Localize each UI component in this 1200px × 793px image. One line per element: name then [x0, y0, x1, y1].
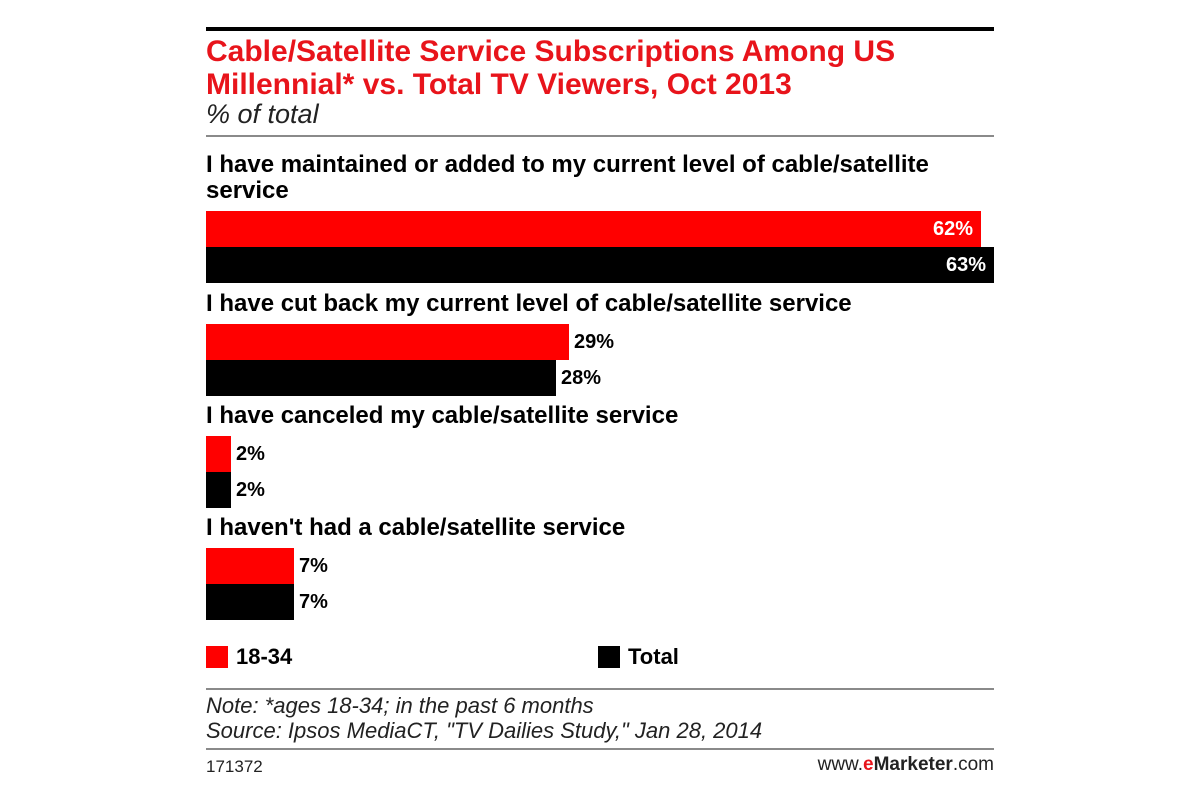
legend-item-18-34: 18-34	[206, 643, 292, 671]
value-label-canceled-total: 2%	[236, 479, 265, 501]
title-divider	[206, 135, 994, 137]
bar-never-had-18-34	[206, 548, 294, 584]
emarketer-logo: www.eMarketer.com	[818, 754, 994, 776]
value-label-never-had-18-34: 7%	[299, 555, 328, 577]
footer-divider	[206, 688, 994, 690]
legend-swatch-18-34	[206, 646, 228, 668]
category-label-cut-back: I have cut back my current level of cabl…	[206, 290, 852, 317]
bar-canceled-total	[206, 472, 231, 508]
legend-swatch-total	[598, 646, 620, 668]
chart-title: Cable/Satellite Service Subscriptions Am…	[206, 35, 896, 101]
category-label-maintained: I have maintained or added to my current…	[206, 151, 929, 204]
value-label-never-had-total: 7%	[299, 591, 328, 613]
bar-never-had-total	[206, 584, 294, 620]
bar-cut-back-total	[206, 360, 556, 396]
chart-subtitle: % of total	[206, 99, 319, 129]
value-label-canceled-18-34: 2%	[236, 443, 265, 465]
top-rule	[206, 27, 994, 31]
brand-suffix: .com	[952, 754, 994, 775]
bar-maintained-18-34	[206, 211, 981, 247]
value-label-maintained-18-34: 62%	[932, 218, 973, 240]
value-label-cut-back-18-34: 29%	[574, 331, 615, 353]
bar-canceled-18-34	[206, 436, 231, 472]
bar-maintained-total	[206, 247, 994, 283]
legend-item-total: Total	[598, 643, 679, 671]
bottom-divider	[206, 748, 994, 750]
brand-prefix: www.	[817, 754, 864, 775]
source-note: Source: Ipsos MediaCT, "TV Dailies Study…	[206, 718, 763, 743]
value-label-maintained-total: 63%	[945, 254, 986, 276]
category-label-canceled: I have canceled my cable/satellite servi…	[206, 402, 679, 429]
value-label-cut-back-total: 28%	[561, 367, 602, 389]
brand-marketer: Marketer	[873, 754, 953, 775]
bar-cut-back-18-34	[206, 324, 569, 360]
legend-label-18-34: 18-34	[236, 644, 293, 669]
chart-id: 171372	[206, 757, 263, 776]
brand-e: e	[863, 754, 874, 775]
legend-label-total: Total	[628, 644, 679, 669]
footnote: Note: *ages 18-34; in the past 6 months	[206, 693, 594, 718]
category-label-never-had: I haven't had a cable/satellite service	[206, 514, 626, 541]
